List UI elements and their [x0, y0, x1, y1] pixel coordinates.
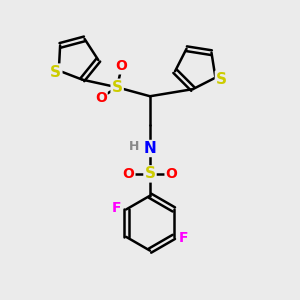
- Text: S: S: [50, 64, 61, 80]
- Text: N: N: [144, 141, 156, 156]
- Text: O: O: [166, 167, 177, 181]
- Text: S: S: [112, 80, 123, 95]
- Text: O: O: [123, 167, 134, 181]
- Text: F: F: [178, 231, 188, 245]
- Text: O: O: [95, 91, 107, 105]
- Text: F: F: [112, 201, 122, 215]
- Text: S: S: [145, 167, 155, 182]
- Text: S: S: [216, 72, 227, 87]
- Text: H: H: [129, 140, 140, 153]
- Text: O: O: [116, 59, 127, 74]
